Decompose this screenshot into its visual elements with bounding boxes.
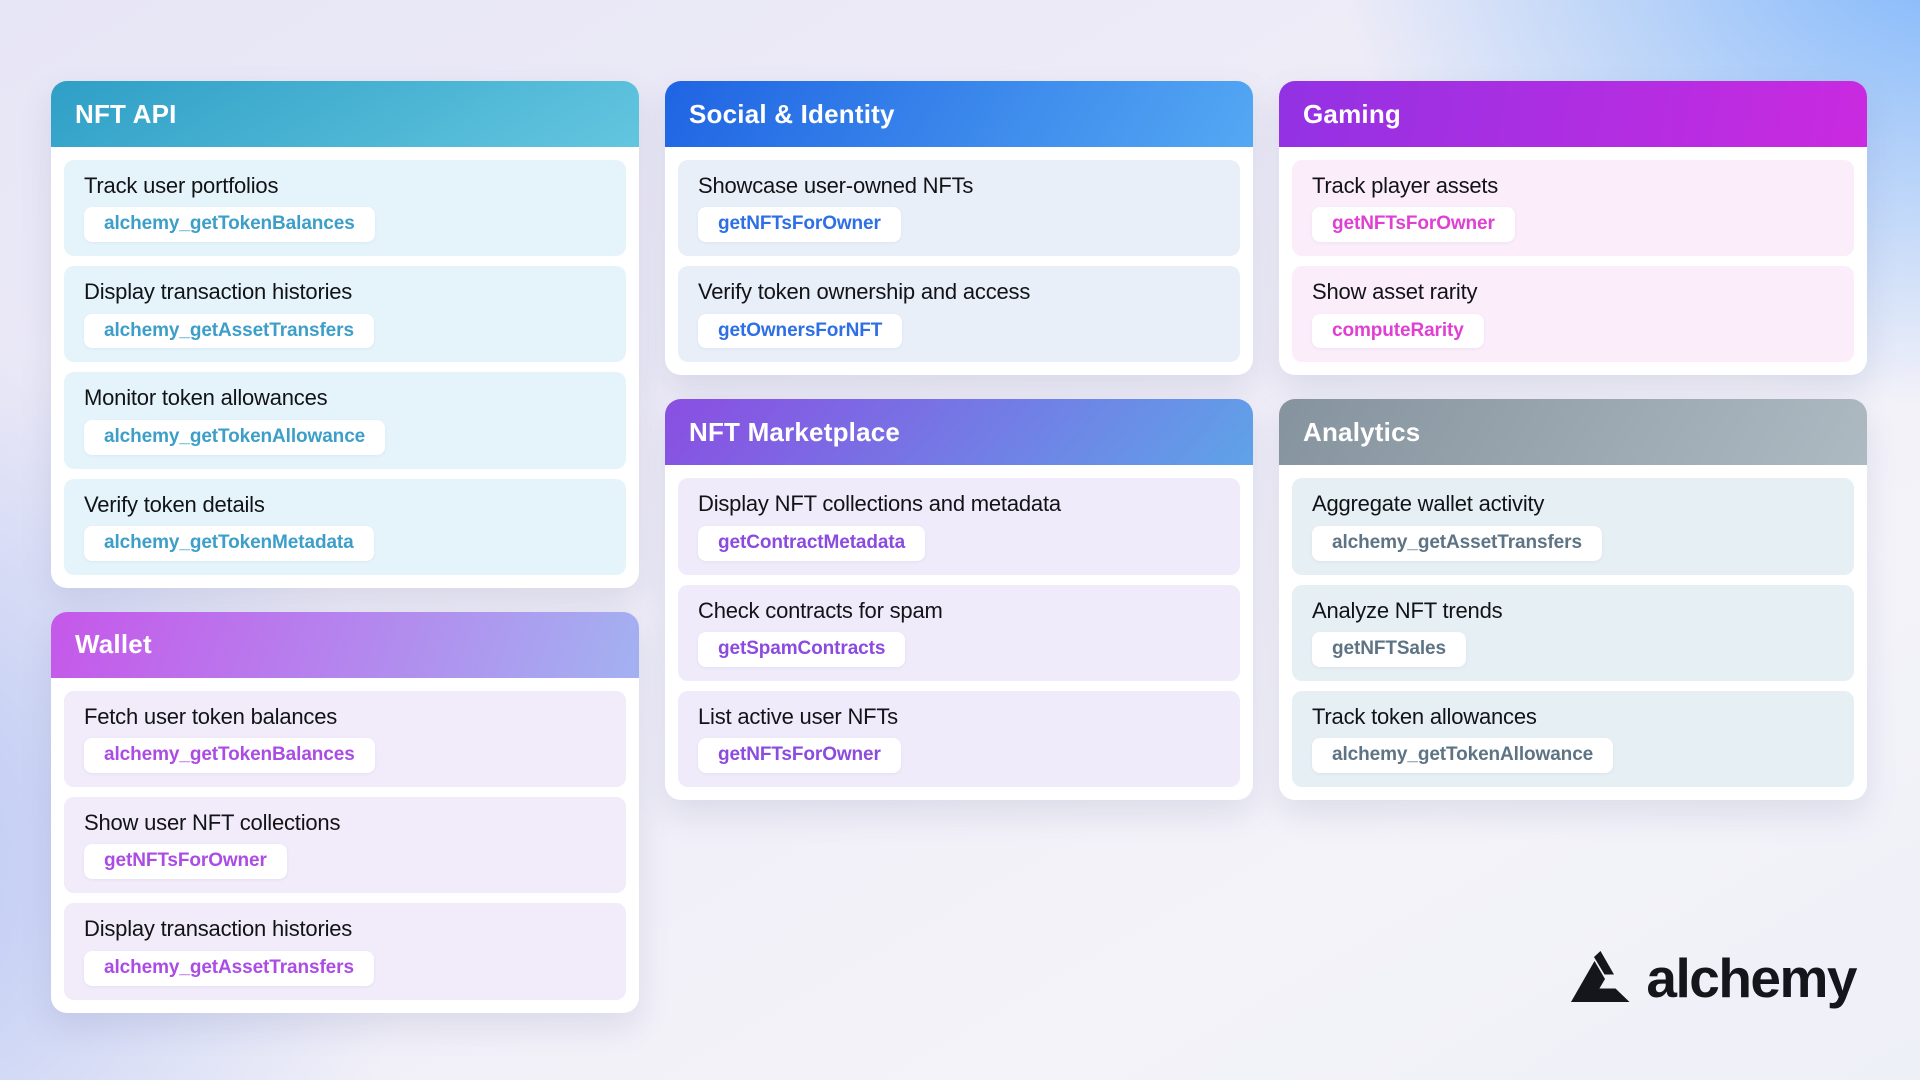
card-column-2: Social & Identity Showcase user-owned NF… xyxy=(665,81,1253,1013)
method-badge: getOwnersForNFT xyxy=(698,313,903,349)
use-case-item: Monitor token allowances alchemy_getToken… xyxy=(64,372,626,469)
card-nft-api: NFT API Track user portfolios alchemy_get… xyxy=(51,81,639,588)
cards-grid: NFT API Track user portfolios alchemy_get… xyxy=(51,81,1867,1013)
use-case-label: List active user NFTs xyxy=(698,703,898,729)
card-title: Social & Identity xyxy=(689,98,895,129)
card-header: NFT API xyxy=(51,81,639,147)
method-badge: computeRarity xyxy=(1312,313,1484,349)
method-badge: getSpamContracts xyxy=(698,632,906,667)
method-badge: alchemy_getTokenAllowance xyxy=(84,419,386,455)
card-items: Track user portfolios alchemy_getTokenBal… xyxy=(51,147,639,588)
use-case-item: Show asset rarity computeRarity xyxy=(1292,266,1854,363)
method-badge: alchemy_getTokenAllowance xyxy=(1312,738,1614,774)
card-header: Social & Identity xyxy=(665,81,1253,147)
method-badge: alchemy_getAssetTransfers xyxy=(84,950,374,986)
method-badge: getNFTsForOwner xyxy=(1312,207,1515,243)
method-badge: alchemy_getTokenMetadata xyxy=(84,526,374,561)
card-column-1: NFT API Track user portfolios alchemy_get… xyxy=(51,81,639,1013)
use-case-label: Track user portfolios xyxy=(84,173,279,198)
card-wallet: Wallet Fetch user token balances alchemy_… xyxy=(51,611,639,1013)
alchemy-wordmark: alchemy xyxy=(1646,946,1857,1009)
card-items: Showcase user-owned NFTs getNFTsForOwner V… xyxy=(665,147,1253,375)
method-badge: getNFTSales xyxy=(1312,632,1466,667)
method-badge: getNFTsForOwner xyxy=(698,738,901,774)
card-analytics: Analytics Aggregate wallet activity alche… xyxy=(1279,399,1867,801)
use-case-label: Analyze NFT trends xyxy=(1312,597,1503,623)
card-nft-marketplace: NFT Marketplace Display NFT collections … xyxy=(665,399,1253,801)
alchemy-triangle-icon xyxy=(1571,951,1630,1002)
card-items: Track player assets getNFTsForOwner Show a… xyxy=(1279,147,1867,375)
card-items: Fetch user token balances alchemy_getToke… xyxy=(51,678,639,1013)
use-case-item: Track user portfolios alchemy_getTokenBal… xyxy=(64,160,626,257)
use-case-item: Verify token ownership and access getOwne… xyxy=(678,266,1240,363)
use-case-label: Display transaction histories xyxy=(84,279,353,305)
card-title: Gaming xyxy=(1303,98,1401,129)
card-social-identity: Social & Identity Showcase user-owned NF… xyxy=(665,81,1253,376)
use-case-item: Display transaction histories alchemy_get… xyxy=(64,266,626,363)
card-header: Analytics xyxy=(1279,399,1867,466)
card-title: NFT Marketplace xyxy=(689,416,901,447)
use-case-item: Display NFT collections and metadata getC… xyxy=(678,478,1240,575)
use-case-label: Show asset rarity xyxy=(1312,279,1478,305)
card-gaming: Gaming Track player assets getNFTsForOwne… xyxy=(1279,81,1867,376)
use-case-label: Show user NFT collections xyxy=(84,810,341,836)
method-badge: alchemy_getAssetTransfers xyxy=(1312,525,1602,561)
use-case-label: Track player assets xyxy=(1312,173,1499,198)
use-case-label: Monitor token allowances xyxy=(84,385,328,411)
use-case-label: Aggregate wallet activity xyxy=(1312,491,1545,517)
method-badge: alchemy_getAssetTransfers xyxy=(84,313,374,349)
use-case-label: Display transaction histories xyxy=(84,916,353,942)
use-case-item: Track token allowances alchemy_getTokenAl… xyxy=(1292,690,1854,788)
card-items: Display NFT collections and metadata getC… xyxy=(665,465,1253,800)
use-case-item: Show user NFT collections getNFTsForOwner xyxy=(64,797,626,894)
use-case-label: Check contracts for spam xyxy=(698,597,943,623)
use-case-item: Display transaction histories alchemy_get… xyxy=(64,903,626,1000)
card-title: NFT API xyxy=(75,98,177,129)
card-column-3: Gaming Track player assets getNFTsForOwne… xyxy=(1279,81,1867,1013)
use-case-label: Verify token details xyxy=(84,491,265,517)
use-case-item: List active user NFTs getNFTsForOwner xyxy=(678,690,1240,788)
use-case-item: Verify token details alchemy_getTokenMeta… xyxy=(64,478,626,575)
card-header: Gaming xyxy=(1279,81,1867,147)
use-case-label: Fetch user token balances xyxy=(84,703,338,729)
use-case-item: Fetch user token balances alchemy_getToke… xyxy=(64,690,626,788)
use-case-item: Track player assets getNFTsForOwner xyxy=(1292,160,1854,257)
use-case-item: Aggregate wallet activity alchemy_getAsse… xyxy=(1292,478,1854,575)
use-case-item: Check contracts for spam getSpamContracts xyxy=(678,584,1240,681)
card-header: Wallet xyxy=(51,611,639,678)
method-badge: alchemy_getTokenBalances xyxy=(84,738,375,774)
use-case-label: Showcase user-owned NFTs xyxy=(698,173,974,198)
card-header: NFT Marketplace xyxy=(665,399,1253,466)
method-badge: alchemy_getTokenBalances xyxy=(84,207,375,243)
use-case-label: Display NFT collections and metadata xyxy=(698,491,1061,517)
card-title: Wallet xyxy=(75,629,152,660)
use-case-label: Track token allowances xyxy=(1312,703,1537,729)
use-case-label: Verify token ownership and access xyxy=(698,279,1031,305)
card-items: Aggregate wallet activity alchemy_getAsse… xyxy=(1279,465,1867,800)
card-title: Analytics xyxy=(1303,416,1421,447)
method-badge: getNFTsForOwner xyxy=(84,844,287,880)
use-case-item: Analyze NFT trends getNFTSales xyxy=(1292,584,1854,681)
use-case-item: Showcase user-owned NFTs getNFTsForOwner xyxy=(678,160,1240,257)
method-badge: getContractMetadata xyxy=(698,525,926,561)
method-badge: getNFTsForOwner xyxy=(698,207,901,243)
alchemy-logo: alchemy xyxy=(1569,946,1857,1009)
